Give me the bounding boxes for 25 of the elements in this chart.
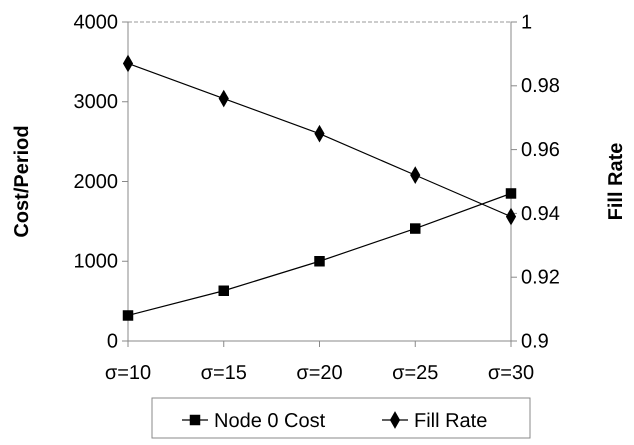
y2-tick-label: 0.92 (521, 266, 560, 289)
legend-label: Fill Rate (414, 410, 488, 432)
point (506, 188, 516, 199)
point (410, 223, 420, 234)
y-tick-label: 0 (106, 330, 118, 352)
point (218, 286, 229, 296)
y2-tick-label: 0.98 (521, 75, 560, 98)
legend-label: Node 0 Cost (214, 410, 326, 432)
y-tick-label: 1000 (74, 250, 118, 273)
x-tick-label: σ=10 (104, 362, 152, 384)
y2-tick-label: 1 (521, 11, 532, 34)
x-tick-label: σ=30 (488, 362, 534, 384)
point (122, 310, 134, 321)
x-tick-label: σ=25 (392, 362, 438, 384)
y-tick-label: 2000 (74, 170, 118, 193)
y2-tick-label: 0.9 (521, 330, 549, 352)
point (314, 256, 325, 266)
y2-tick-label: 0.96 (521, 139, 560, 161)
y2-axis-title: Fill Rate (605, 142, 627, 220)
y-tick-label: 3000 (74, 91, 118, 114)
y-axis-title: Cost/Period (11, 125, 33, 238)
x-tick-label: σ=15 (200, 362, 247, 384)
x-tick-label: σ=20 (296, 362, 343, 384)
y2-tick-label: 0.94 (521, 202, 560, 225)
y-tick-label: 4000 (74, 11, 118, 34)
